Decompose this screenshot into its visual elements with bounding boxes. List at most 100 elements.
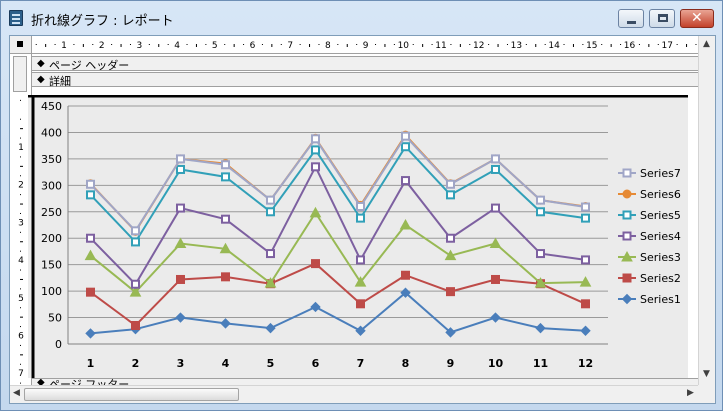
y-tick-label: 400 — [41, 126, 62, 139]
maximize-button[interactable] — [649, 9, 675, 28]
report-app-icon — [9, 10, 23, 26]
size-grip[interactable] — [698, 385, 715, 403]
data-point — [131, 279, 140, 289]
data-point — [264, 277, 277, 288]
ruler-tick — [20, 307, 21, 309]
data-point — [356, 255, 365, 265]
data-point — [356, 213, 365, 223]
series-line — [89, 145, 586, 244]
ruler-number: 2 — [18, 181, 24, 191]
ruler-tick — [601, 44, 603, 45]
ruler-tick — [375, 44, 377, 45]
x-tick-label: 5 — [267, 357, 275, 370]
x-tick-label: 2 — [132, 357, 140, 370]
data-point — [401, 270, 410, 280]
ruler-tick — [535, 44, 537, 47]
ruler-tick — [422, 44, 424, 47]
data-point — [536, 195, 545, 205]
legend-label: Series6 — [640, 188, 681, 201]
y-tick-label: 450 — [41, 100, 62, 113]
data-point — [265, 322, 276, 334]
ruler-tick — [20, 288, 21, 290]
title-bar[interactable]: 折れ線グラフ : レポート ✕ — [1, 1, 722, 35]
data-point — [176, 164, 185, 174]
ruler-number: 8 — [325, 41, 331, 51]
data-point — [86, 190, 95, 200]
legend-label: Series5 — [640, 209, 681, 222]
data-point — [491, 154, 500, 164]
data-point — [311, 259, 320, 269]
ruler-tick — [610, 44, 612, 47]
data-point — [221, 160, 230, 170]
horizontal-ruler-ticks: 1 2 3 4 5 6 7 8 9 10 11 12 13 14 15 16 17 — [35, 41, 697, 51]
close-icon: ✕ — [691, 10, 703, 26]
legend-marker — [621, 293, 633, 305]
close-button[interactable]: ✕ — [680, 9, 714, 28]
detail-label: 詳細 — [49, 75, 71, 88]
ruler-number: 7 — [287, 41, 293, 51]
line-chart[interactable]: 0 50 100 150 200 250 300 350 400 450 1 2 3 4 5 6 7 8 9 10 11… — [28, 94, 688, 378]
section-arrow-icon: ◆ — [37, 58, 45, 69]
data-point — [536, 249, 545, 259]
data-point — [491, 203, 500, 213]
data-point — [356, 299, 365, 309]
scroll-down-icon[interactable]: ▼ — [703, 369, 710, 379]
x-tick-label: 6 — [312, 357, 320, 370]
legend-label: Series7 — [640, 167, 681, 180]
page-header-section-bar[interactable]: ◆ ページ ヘッダー — [32, 56, 700, 72]
ruler-tick — [148, 44, 150, 45]
ruler-tick — [676, 44, 678, 45]
data-point — [401, 142, 410, 152]
data-point — [580, 325, 591, 336]
ruler-tick — [393, 44, 395, 45]
legend-label: Series2 — [640, 272, 681, 285]
horizontal-scrollbar[interactable]: ◀ ▶ — [10, 385, 700, 403]
ruler-tick — [20, 203, 23, 205]
data-point — [446, 190, 455, 200]
ruler-tick — [488, 44, 490, 45]
ruler-tick — [20, 269, 21, 271]
x-tick-label: 9 — [447, 357, 455, 370]
horizontal-scroll-thumb[interactable] — [24, 388, 239, 401]
maximize-icon — [658, 14, 668, 22]
ruler-tick — [20, 118, 21, 120]
data-point — [176, 154, 185, 164]
ruler-tick — [20, 231, 21, 233]
data-point — [221, 272, 230, 282]
ruler-tick — [318, 44, 320, 45]
ruler-number: 6 — [250, 41, 256, 51]
x-tick-label: 8 — [402, 357, 410, 370]
ruler-corner-selector[interactable] — [10, 36, 32, 54]
data-point — [490, 312, 501, 323]
data-point — [399, 218, 412, 230]
data-point — [445, 327, 456, 338]
detail-section-bar[interactable]: ◆ 詳細 — [32, 72, 700, 88]
section-selector-box[interactable] — [13, 56, 27, 92]
ruler-number: 1 — [18, 143, 24, 153]
data-point — [131, 320, 140, 330]
minimize-button[interactable] — [618, 9, 644, 28]
data-point — [581, 213, 590, 223]
data-point — [356, 201, 365, 211]
legend-label: Series3 — [640, 251, 681, 264]
ruler-number: 15 — [586, 41, 597, 51]
data-point — [175, 312, 186, 323]
chart-background — [28, 95, 688, 378]
data-point — [534, 277, 547, 288]
ruler-tick — [20, 165, 23, 167]
page-footer-section-bar[interactable]: ◆ ページ フッター — [32, 378, 700, 388]
data-point — [266, 207, 275, 217]
ruler-number: 1 — [61, 41, 67, 51]
ruler-tick — [158, 44, 160, 47]
ruler-tick — [20, 278, 23, 280]
data-point — [446, 179, 455, 189]
y-tick-label: 350 — [41, 153, 62, 166]
ruler-tick — [20, 250, 21, 252]
scroll-up-icon[interactable]: ▲ — [703, 39, 710, 49]
ruler-number: 6 — [18, 332, 24, 342]
scroll-right-icon[interactable]: ▶ — [687, 388, 694, 398]
vertical-scrollbar[interactable]: ▲ ▼ — [698, 36, 715, 385]
ruler-tick — [497, 44, 499, 47]
scroll-left-icon[interactable]: ◀ — [13, 388, 20, 398]
legend-marker — [621, 250, 633, 262]
